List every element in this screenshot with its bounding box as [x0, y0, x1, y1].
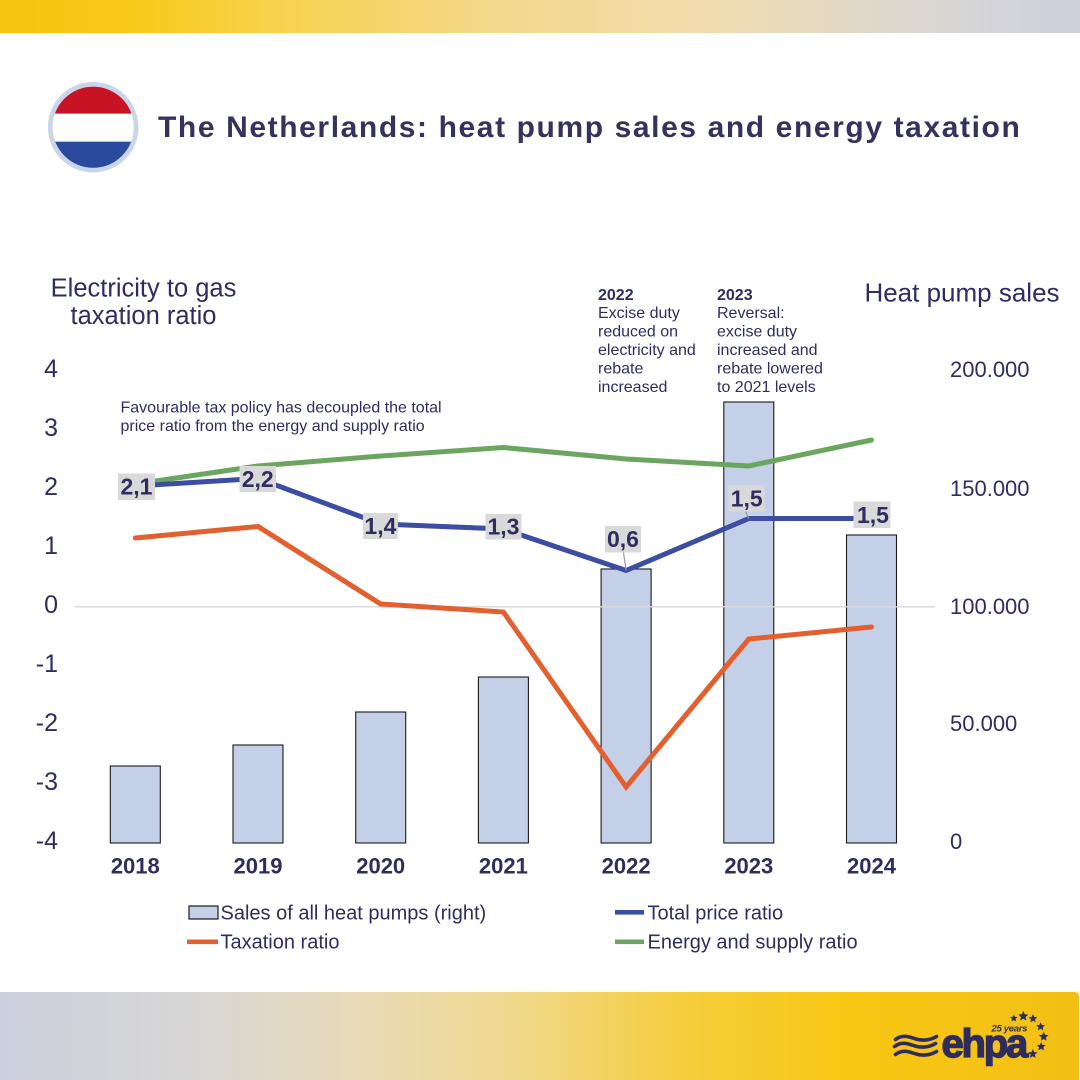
svg-text:reduced on: reduced on — [598, 324, 678, 341]
svg-text:2024: 2024 — [847, 854, 897, 879]
svg-text:Favourable tax policy has deco: Favourable tax policy has decoupled the … — [121, 399, 442, 416]
svg-text:3: 3 — [44, 414, 58, 442]
svg-text:ehpa: ehpa — [942, 1022, 1030, 1066]
svg-text:1,5: 1,5 — [857, 502, 889, 528]
svg-text:Total price ratio: Total price ratio — [648, 903, 784, 925]
svg-text:0,6: 0,6 — [607, 526, 639, 552]
svg-text:-3: -3 — [36, 768, 58, 796]
svg-text:rebate: rebate — [598, 361, 643, 378]
svg-text:2020: 2020 — [356, 854, 405, 879]
svg-text:Taxation ratio: Taxation ratio — [221, 932, 340, 954]
svg-text:100.000: 100.000 — [950, 594, 1030, 619]
svg-text:electricity and: electricity and — [598, 342, 696, 359]
svg-text:2019: 2019 — [234, 854, 283, 879]
svg-text:1,5: 1,5 — [731, 486, 763, 512]
svg-text:-1: -1 — [36, 650, 58, 678]
svg-text:Reversal:: Reversal: — [717, 305, 785, 322]
svg-text:2018: 2018 — [111, 854, 160, 879]
svg-text:0: 0 — [950, 829, 962, 854]
svg-text:Excise duty: Excise duty — [598, 305, 680, 322]
svg-text:25 years: 25 years — [991, 1024, 1028, 1035]
svg-text:2: 2 — [44, 473, 58, 501]
svg-text:2022: 2022 — [602, 854, 651, 879]
svg-text:increased: increased — [598, 379, 667, 396]
svg-text:1,4: 1,4 — [364, 513, 396, 539]
svg-text:1,3: 1,3 — [488, 514, 520, 540]
svg-text:-2: -2 — [36, 709, 58, 737]
svg-text:4: 4 — [44, 355, 58, 383]
svg-text:1: 1 — [44, 532, 58, 560]
svg-text:to 2021 levels: to 2021 levels — [717, 379, 816, 396]
svg-text:2,1: 2,1 — [121, 474, 153, 500]
svg-text:price ratio from the energy an: price ratio from the energy and supply r… — [121, 418, 425, 435]
svg-text:taxation ratio: taxation ratio — [70, 302, 216, 330]
svg-text:excise duty: excise duty — [717, 324, 797, 341]
svg-text:Energy and supply ratio: Energy and supply ratio — [648, 932, 858, 954]
svg-text:increased and: increased and — [717, 342, 818, 359]
svg-text:150.000: 150.000 — [950, 476, 1030, 501]
svg-text:0: 0 — [44, 591, 58, 619]
svg-text:Heat pump sales: Heat pump sales — [864, 278, 1059, 308]
svg-text:2,2: 2,2 — [242, 466, 274, 492]
svg-text:Sales of all heat pumps (right: Sales of all heat pumps (right) — [221, 903, 487, 925]
svg-text:2021: 2021 — [479, 854, 528, 879]
svg-text:2022: 2022 — [598, 287, 634, 304]
svg-text:2023: 2023 — [717, 287, 753, 304]
svg-text:2023: 2023 — [724, 854, 773, 879]
svg-text:50.000: 50.000 — [950, 711, 1017, 736]
svg-text:rebate lowered: rebate lowered — [717, 361, 823, 378]
svg-text:200.000: 200.000 — [950, 357, 1030, 382]
svg-text:Electricity to gas: Electricity to gas — [51, 275, 237, 303]
svg-text:-4: -4 — [36, 827, 58, 855]
